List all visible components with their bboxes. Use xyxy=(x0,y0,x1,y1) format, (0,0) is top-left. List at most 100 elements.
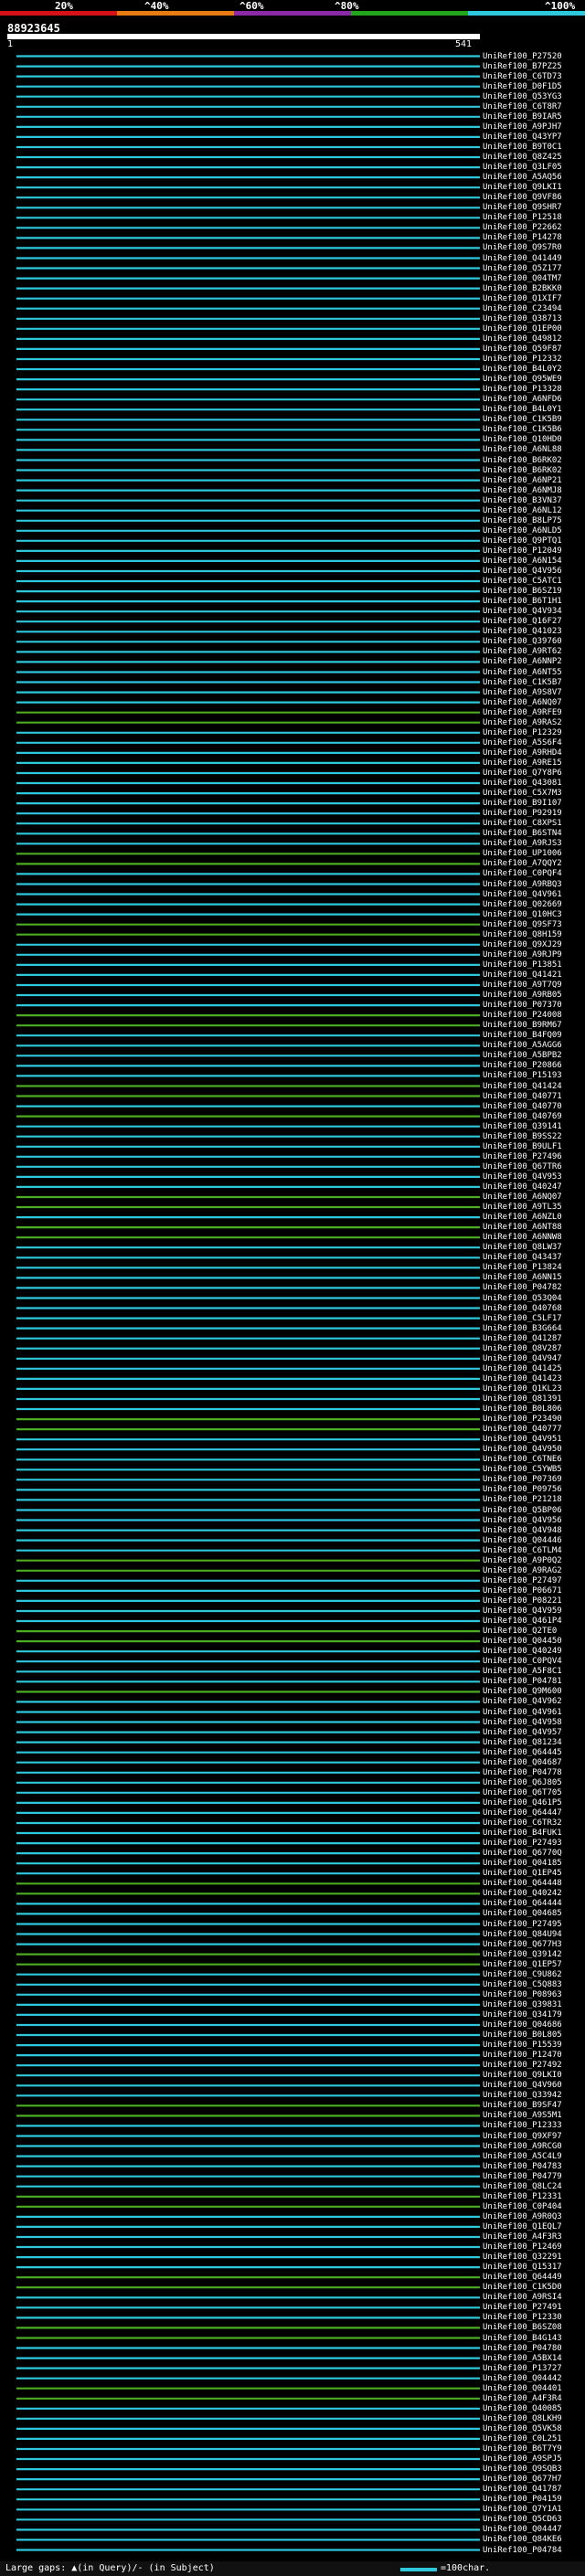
hit-label[interactable]: UniRef100_Q04442 xyxy=(483,2373,562,2383)
hit-label[interactable]: UniRef100_Q64448 xyxy=(483,1879,562,1889)
hit-label[interactable]: UniRef100_A5BX14 xyxy=(483,2353,562,2363)
hit-label[interactable]: UniRef100_B6T1H1 xyxy=(483,597,562,607)
hit-label[interactable]: UniRef100_Q4V956 xyxy=(483,1515,562,1525)
hit-label[interactable]: UniRef100_Q677H7 xyxy=(483,2475,562,2485)
hit-label[interactable]: UniRef100_P12333 xyxy=(483,2121,562,2131)
hit-label[interactable]: UniRef100_A6NNW8 xyxy=(483,1233,562,1243)
hit-label[interactable]: UniRef100_B9ULF1 xyxy=(483,1141,562,1151)
hit-label[interactable]: UniRef100_C1K5D0 xyxy=(483,2283,562,2293)
hit-label[interactable]: UniRef100_Q4V948 xyxy=(483,1525,562,1535)
hit-label[interactable]: UniRef100_B8LP75 xyxy=(483,515,562,525)
hit-label[interactable]: UniRef100_Q04687 xyxy=(483,1757,562,1767)
hit-label[interactable]: UniRef100_A6NP21 xyxy=(483,475,562,485)
hit-label[interactable]: UniRef100_Q4V959 xyxy=(483,1606,562,1616)
hit-label[interactable]: UniRef100_A9RHD4 xyxy=(483,747,562,758)
hit-label[interactable]: UniRef100_Q5CD63 xyxy=(483,2515,562,2525)
hit-label[interactable]: UniRef100_P04783 xyxy=(483,2161,562,2171)
hit-label[interactable]: UniRef100_A5S6F4 xyxy=(483,737,562,747)
hit-label[interactable]: UniRef100_Q41421 xyxy=(483,970,562,980)
hit-label[interactable]: UniRef100_C0PQF4 xyxy=(483,869,562,879)
hit-label[interactable]: UniRef100_Q40247 xyxy=(483,1182,562,1192)
hit-label[interactable]: UniRef100_P04782 xyxy=(483,1283,562,1293)
hit-label[interactable]: UniRef100_B9IAR5 xyxy=(483,111,562,122)
hit-label[interactable]: UniRef100_Q81391 xyxy=(483,1394,562,1404)
hit-label[interactable]: UniRef100_Q4V957 xyxy=(483,1727,562,1737)
hit-label[interactable]: UniRef100_Q1EP57 xyxy=(483,1959,562,1969)
hit-label[interactable]: UniRef100_Q04685 xyxy=(483,1909,562,1919)
hit-label[interactable]: UniRef100_A9RT62 xyxy=(483,647,562,657)
hit-label[interactable]: UniRef100_P24008 xyxy=(483,1011,562,1021)
hit-label[interactable]: UniRef100_Q40769 xyxy=(483,1111,562,1121)
hit-label[interactable]: UniRef100_Q3LF05 xyxy=(483,163,562,173)
hit-label[interactable]: UniRef100_P27497 xyxy=(483,1575,562,1585)
hit-label[interactable]: UniRef100_P12049 xyxy=(483,546,562,556)
hit-label[interactable]: UniRef100_Q49812 xyxy=(483,334,562,344)
hit-label[interactable]: UniRef100_Q43YP7 xyxy=(483,132,562,142)
hit-label[interactable]: UniRef100_Q40768 xyxy=(483,1303,562,1313)
hit-label[interactable]: UniRef100_Q40242 xyxy=(483,1889,562,1899)
hit-label[interactable]: UniRef100_A4F3R4 xyxy=(483,2393,562,2403)
hit-label[interactable]: UniRef100_A9TL35 xyxy=(483,1203,562,1212)
hit-label[interactable]: UniRef100_Q4V956 xyxy=(483,567,562,576)
hit-label[interactable]: UniRef100_B3G664 xyxy=(483,1323,562,1333)
hit-label[interactable]: UniRef100_A6NL12 xyxy=(483,505,562,515)
hit-label[interactable]: UniRef100_A6NQ07 xyxy=(483,1193,562,1202)
hit-label[interactable]: UniRef100_Q9SHR7 xyxy=(483,203,562,213)
hit-label[interactable]: UniRef100_P04779 xyxy=(483,2171,562,2181)
hit-label[interactable]: UniRef100_Q9XF97 xyxy=(483,2131,562,2141)
hit-label[interactable]: UniRef100_Q9PTQ1 xyxy=(483,535,562,546)
hit-label[interactable]: UniRef100_A6NT55 xyxy=(483,667,562,677)
hit-label[interactable]: UniRef100_Q4V934 xyxy=(483,607,562,617)
hit-label[interactable]: UniRef100_Q8LW37 xyxy=(483,1243,562,1253)
hit-label[interactable]: UniRef100_Q04446 xyxy=(483,1535,562,1545)
hit-label[interactable]: UniRef100_P20866 xyxy=(483,1061,562,1071)
hit-label[interactable]: UniRef100_Q1XIF7 xyxy=(483,293,562,303)
hit-label[interactable]: UniRef100_P08221 xyxy=(483,1595,562,1606)
hit-label[interactable]: UniRef100_Q02669 xyxy=(483,899,562,909)
hit-label[interactable]: UniRef100_Q8LKH9 xyxy=(483,2413,562,2423)
hit-label[interactable]: UniRef100_P13851 xyxy=(483,959,562,970)
hit-label[interactable]: UniRef100_Q1EP00 xyxy=(483,323,562,334)
hit-label[interactable]: UniRef100_P04780 xyxy=(483,2343,562,2353)
hit-label[interactable]: UniRef100_A9RJS3 xyxy=(483,839,562,849)
hit-label[interactable]: UniRef100_Q84U94 xyxy=(483,1929,562,1939)
hit-label[interactable]: UniRef100_Q6770Q xyxy=(483,1849,562,1859)
hit-label[interactable]: UniRef100_B9SS22 xyxy=(483,1131,562,1141)
hit-label[interactable]: UniRef100_Q84KE6 xyxy=(483,2535,562,2545)
hit-label[interactable]: UniRef100_A6NN15 xyxy=(483,1273,562,1283)
hit-label[interactable]: UniRef100_P12330 xyxy=(483,2313,562,2323)
hit-label[interactable]: UniRef100_Q8Z425 xyxy=(483,153,562,162)
hit-label[interactable]: UniRef100_P04781 xyxy=(483,1677,562,1687)
hit-label[interactable]: UniRef100_B6T7Y9 xyxy=(483,2444,562,2454)
hit-label[interactable]: UniRef100_Q41787 xyxy=(483,2485,562,2495)
hit-label[interactable]: UniRef100_D0F1D5 xyxy=(483,81,562,91)
hit-label[interactable]: UniRef100_Q9LKI1 xyxy=(483,183,562,193)
hit-label[interactable]: UniRef100_Q10HC3 xyxy=(483,909,562,919)
hit-label[interactable]: UniRef100_Q2TE0 xyxy=(483,1627,558,1637)
hit-label[interactable]: UniRef100_Q41449 xyxy=(483,253,562,263)
hit-label[interactable]: UniRef100_P21218 xyxy=(483,1495,562,1505)
hit-label[interactable]: UniRef100_Q40085 xyxy=(483,2403,562,2413)
hit-label[interactable]: UniRef100_P08963 xyxy=(483,1989,562,1999)
hit-label[interactable]: UniRef100_Q41287 xyxy=(483,1333,562,1343)
hit-label[interactable]: UniRef100_A9RSI4 xyxy=(483,2293,562,2303)
hit-label[interactable]: UniRef100_Q04185 xyxy=(483,1859,562,1869)
hit-label[interactable]: UniRef100_P14278 xyxy=(483,233,562,243)
hit-label[interactable]: UniRef100_A9RAS2 xyxy=(483,717,562,727)
hit-label[interactable]: UniRef100_Q43081 xyxy=(483,779,562,788)
hit-label[interactable]: UniRef100_Q41023 xyxy=(483,627,562,637)
hit-label[interactable]: UniRef100_C1K5B9 xyxy=(483,415,562,425)
hit-label[interactable]: UniRef100_P27496 xyxy=(483,1151,562,1161)
hit-label[interactable]: UniRef100_Q04447 xyxy=(483,2525,562,2535)
hit-label[interactable]: UniRef100_Q40249 xyxy=(483,1647,562,1657)
hit-label[interactable]: UniRef100_Q67TR6 xyxy=(483,1161,562,1171)
hit-label[interactable]: UniRef100_Q41423 xyxy=(483,1373,562,1383)
hit-label[interactable]: UniRef100_Q677H3 xyxy=(483,1939,562,1949)
hit-label[interactable]: UniRef100_Q1EP45 xyxy=(483,1869,562,1879)
hit-label[interactable]: UniRef100_Q4V950 xyxy=(483,1445,562,1455)
hit-label[interactable]: UniRef100_Q6T705 xyxy=(483,1787,562,1797)
hit-label[interactable]: UniRef100_P27493 xyxy=(483,1839,562,1849)
hit-label[interactable]: UniRef100_C9U862 xyxy=(483,1969,562,1979)
hit-label[interactable]: UniRef100_Q04450 xyxy=(483,1637,562,1647)
hit-label[interactable]: UniRef100_P92919 xyxy=(483,809,562,819)
